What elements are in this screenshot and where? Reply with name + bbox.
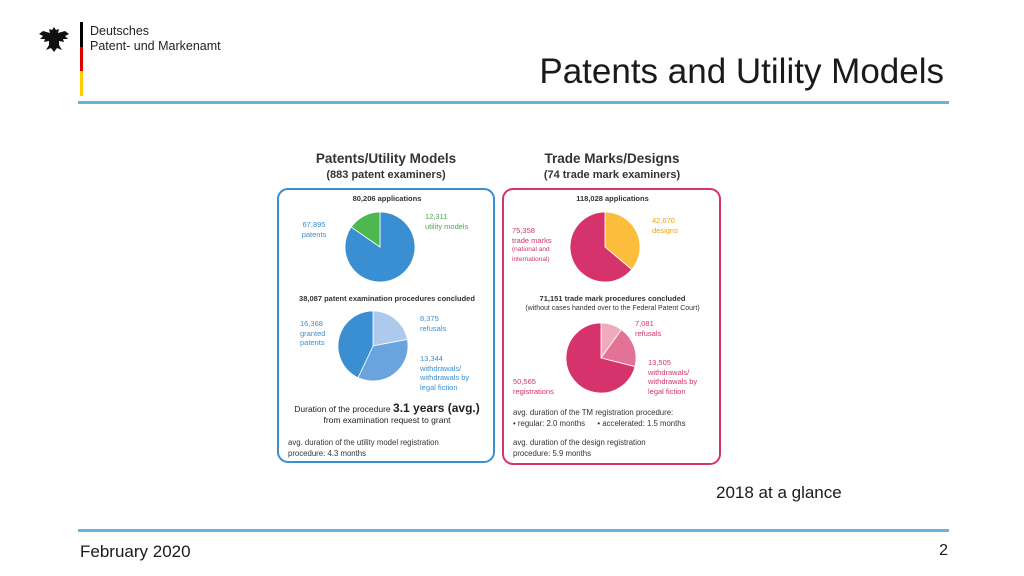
tm-refusals-value: 7,081 [635, 319, 654, 328]
granted-label1: granted [300, 328, 326, 338]
pie-slice-utility [350, 211, 381, 248]
tm-note-accelerated: • accelerated: 1.5 months [597, 418, 686, 428]
left-panel-heading: Patents/Utility Models (883 patent exami… [276, 151, 496, 181]
trademarks-label2: (national and [512, 246, 550, 253]
design-note-line1: avg. duration of the design registration [513, 438, 646, 447]
trademarks-value: 75,358 [512, 226, 535, 235]
trademarks-label3: international) [512, 255, 550, 263]
right-pie2-registrations-label: 50,565 registrations [513, 377, 554, 396]
withdrawals-label2: withdrawals by [420, 373, 470, 382]
left-pie1 [344, 211, 416, 283]
top-divider [78, 101, 949, 104]
utility-note-line2: procedure: 4.3 months [288, 448, 367, 458]
designs-label: designs [652, 225, 678, 235]
refusals-label: refusals [420, 323, 447, 333]
pie-slice-registrations [565, 322, 636, 394]
tm-refusals-label: refusals [635, 328, 662, 338]
right-panel-subtitle: (74 trade mark examiners) [543, 169, 681, 181]
granted-label2: patents [300, 338, 325, 347]
utility-note-line1: avg. duration of the utility model regis… [288, 438, 439, 447]
right-pie1-total: 118,028 applications [576, 194, 649, 203]
withdrawals-label1: withdrawals/ [420, 363, 462, 373]
tm-withdrawals-label3: legal fiction [648, 386, 686, 396]
refusals-value: 8,375 [420, 314, 439, 323]
registrations-label: registrations [513, 386, 554, 396]
withdrawals-label3: legal fiction [420, 382, 458, 392]
duration-suffix: from examination request to grant [323, 415, 451, 425]
duration-value: 3.1 years (avg.) [393, 401, 480, 415]
org-name-line1: Deutsches [90, 24, 150, 38]
tm-note-line1: avg. duration of the TM registration pro… [513, 408, 674, 417]
left-panel-subtitle: (883 patent examiners) [326, 169, 446, 181]
left-pie2 [337, 310, 409, 382]
duration-prefix: Duration of the procedure [294, 404, 391, 414]
pie-slice-trade [569, 211, 633, 283]
pie-slice-refusals [372, 310, 408, 347]
design-duration-note: avg. duration of the design registration… [513, 438, 646, 459]
registrations-value: 50,565 [513, 377, 536, 386]
dpma-logo: Deutsches Patent- und Markenamt [38, 22, 238, 102]
slide-subtitle: 2018 at a glance [716, 483, 842, 502]
left-pie1-patents-label: 67,895 patents [292, 220, 336, 239]
right-pie2 [565, 322, 637, 394]
federal-eagle-icon [39, 27, 69, 52]
design-note-line2: procedure: 5.9 months [513, 448, 592, 458]
left-panel-title: Patents/Utility Models [315, 151, 457, 166]
utility-model-note: avg. duration of the utility model regis… [288, 438, 439, 459]
page-number: 2 [939, 542, 948, 559]
pie-slice-designs [604, 211, 641, 271]
right-pie1-designs-label: 42,670 designs [652, 216, 678, 235]
pie-slice-withdrawals [600, 329, 637, 368]
right-pie2-total: 71,151 trade mark procedures concluded [539, 294, 686, 303]
utility-models-value: 12,311 [425, 212, 448, 221]
tm-withdrawals-label2: withdrawals by [648, 377, 698, 386]
bottom-divider [78, 529, 949, 532]
tm-note-regular: • regular: 2.0 months [513, 418, 586, 428]
patents-label: patents [301, 229, 327, 239]
patent-duration: Duration of the procedure 3.1 years (avg… [280, 401, 494, 426]
right-panel-heading: Trade Marks/Designs (74 trade mark exami… [500, 151, 724, 181]
left-pie2-withdrawals-label: 13,344 withdrawals/ withdrawals by legal… [420, 354, 469, 392]
right-panel-title: Trade Marks/Designs [544, 151, 680, 166]
left-pie1-total: 80,206 applications [352, 194, 422, 203]
flag-bar [80, 22, 83, 96]
designs-value: 42,670 [652, 216, 675, 225]
slide-title: Patents and Utility Models [539, 52, 944, 91]
left-pie1-utility-label: 12,311 utility models [425, 212, 468, 231]
footer-date: February 2020 [80, 542, 191, 561]
right-pie1-trademarks-label: 75,358 trade marks (national and interna… [512, 226, 552, 264]
granted-value: 16,368 [300, 319, 323, 328]
tm-withdrawals-value: 13,505 [648, 358, 671, 367]
right-pie2-withdrawals-label: 13,505 withdrawals/ withdrawals by legal… [648, 358, 697, 396]
pie-slice-granted [337, 310, 374, 379]
left-pie2-refusals-label: 8,375 refusals [420, 314, 446, 333]
pie-slice-withdrawals [357, 338, 409, 382]
right-pie2-refusals-label: 7,081 refusals [635, 319, 661, 338]
org-name-line2: Patent- und Markenamt [90, 39, 221, 53]
right-pie1 [569, 211, 641, 283]
utility-models-label: utility models [425, 221, 469, 231]
right-pie2-total-note: (without cases handed over to the Federa… [525, 305, 700, 312]
withdrawals-value: 13,344 [420, 354, 443, 363]
left-pie2-granted-label: 16,368 granted patents [300, 319, 325, 348]
left-pie2-total: 38,087 patent examination procedures con… [299, 294, 475, 303]
tm-duration-note: avg. duration of the TM registration pro… [513, 408, 686, 429]
trademarks-label1: trade marks [512, 235, 552, 245]
tm-withdrawals-label1: withdrawals/ [648, 367, 690, 377]
patents-value: 67,895 [302, 220, 326, 229]
